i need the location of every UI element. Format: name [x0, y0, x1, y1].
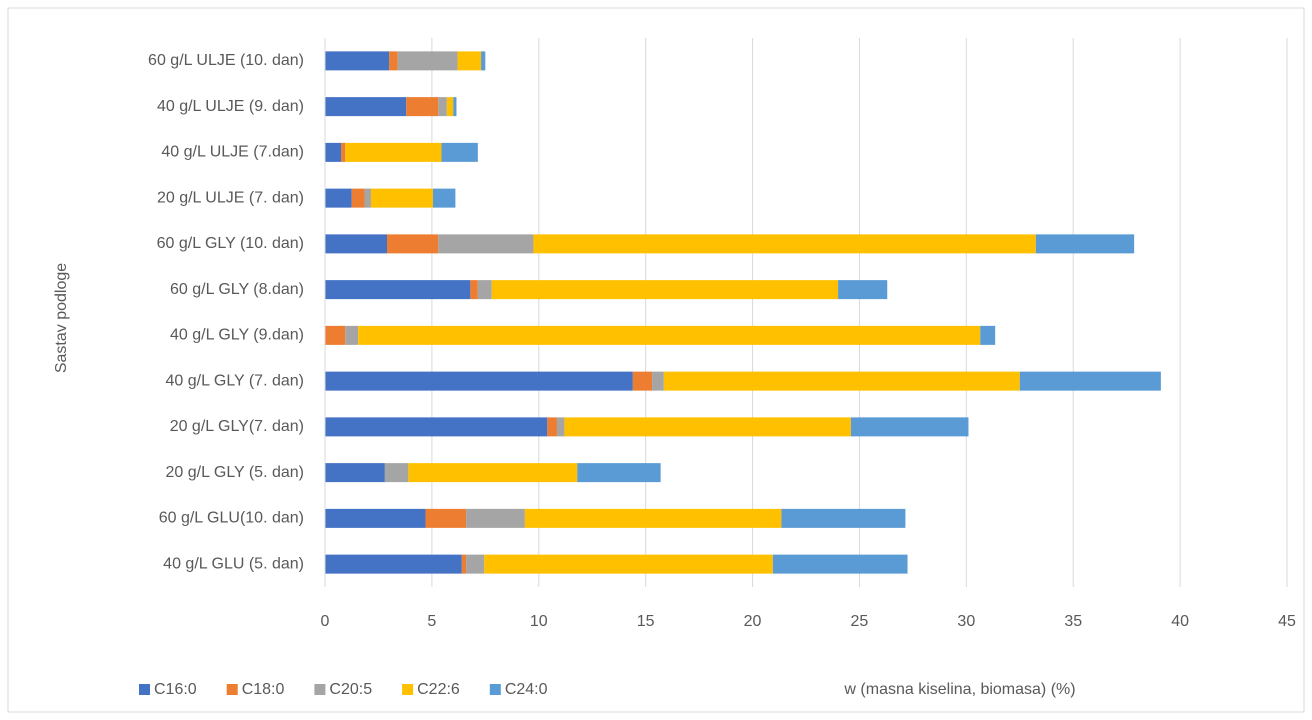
bar-segment: [438, 234, 534, 254]
bar-segment: [358, 325, 981, 345]
bar-segment: [441, 142, 478, 162]
bar-segment: [364, 188, 371, 208]
bar-segment: [325, 234, 387, 254]
bar-segment: [453, 97, 457, 117]
bar-segment: [325, 280, 471, 300]
y-tick-label: 60 g/L GLY (8.dan): [170, 281, 304, 298]
bar-segment: [470, 280, 478, 300]
bar-segment: [345, 325, 359, 345]
bar-segment: [432, 188, 456, 208]
bar-segment: [325, 142, 342, 162]
x-axis-title: w (masna kiselina, biomasa) (%): [843, 681, 1075, 698]
legend-label: C24:0: [505, 681, 548, 698]
bar-segment: [325, 554, 462, 574]
x-tick-label: 10: [530, 613, 548, 630]
y-tick-label: 40 g/L ULJE (7.dan): [161, 144, 304, 161]
bar-segment: [457, 51, 482, 71]
x-tick-label: 45: [1278, 613, 1296, 630]
bar-segment: [632, 371, 653, 391]
bar-segment: [524, 508, 782, 528]
bar-segment: [351, 188, 365, 208]
bar-segment: [325, 325, 346, 345]
bar-segment: [850, 417, 969, 437]
bar-segment: [389, 51, 398, 71]
legend-swatch: [314, 684, 326, 695]
bar-segment: [325, 188, 352, 208]
x-tick-label: 40: [1171, 613, 1189, 630]
y-tick-label: 20 g/L GLY(7. dan): [170, 418, 304, 435]
y-tick-label: 20 g/L GLY (5. dan): [166, 464, 304, 481]
bar-segment: [564, 417, 851, 437]
x-tick-label: 0: [321, 613, 330, 630]
bar-segment: [466, 508, 525, 528]
bar-segment: [397, 51, 458, 71]
bar-segment: [461, 554, 467, 574]
y-tick-label: 60 g/L GLU(10. dan): [159, 510, 304, 527]
legend-label: C18:0: [242, 681, 285, 698]
y-tick-label: 60 g/L GLY (10. dan): [157, 235, 304, 252]
bar-segment: [652, 371, 664, 391]
bar-segment: [370, 188, 433, 208]
legend-label: C20:5: [329, 681, 372, 698]
x-tick-label: 25: [851, 613, 869, 630]
x-tick-label: 30: [957, 613, 975, 630]
x-tick-label: 20: [744, 613, 762, 630]
bar-segment: [1035, 234, 1135, 254]
bar-segment: [772, 554, 908, 574]
bar-segment: [425, 508, 467, 528]
bar-segment: [1019, 371, 1161, 391]
bar-segment: [325, 371, 633, 391]
y-tick-label: 40 g/L ULJE (9. dan): [157, 98, 304, 115]
bar-segment: [477, 280, 492, 300]
bar-segment: [345, 142, 442, 162]
y-tick-label: 60 g/L ULJE (10. dan): [148, 52, 304, 69]
bar-segment: [547, 417, 557, 437]
y-tick-label: 40 g/L GLY (9.dan): [170, 327, 304, 344]
bar-segment: [325, 508, 426, 528]
bar-segment: [484, 554, 773, 574]
y-tick-label: 20 g/L ULJE (7. dan): [157, 189, 304, 206]
chart-border: [7, 7, 1305, 713]
y-tick-label: 40 g/L GLU (5. dan): [163, 555, 304, 572]
bar-segment: [438, 97, 447, 117]
bar-segment: [481, 51, 486, 71]
legend-label: C22:6: [417, 681, 460, 698]
bar-segment: [325, 417, 548, 437]
bar-segment: [533, 234, 1036, 254]
legend-swatch: [226, 684, 238, 695]
bar-segment: [406, 97, 439, 117]
bar-segment: [466, 554, 485, 574]
legend-swatch: [402, 684, 414, 695]
y-axis-title: Sastav podloge: [53, 263, 70, 373]
bar-segment: [781, 508, 906, 528]
bar-segment: [408, 463, 578, 483]
bar-segment: [663, 371, 1020, 391]
x-tick-label: 5: [427, 613, 436, 630]
bar-segment: [341, 142, 346, 162]
y-tick-label: 40 g/L GLY (7. dan): [166, 372, 304, 389]
bar-segment: [446, 97, 454, 117]
x-tick-label: 15: [637, 613, 655, 630]
bar-segment: [325, 97, 407, 117]
bar-segment: [491, 280, 839, 300]
bar-segment: [384, 463, 409, 483]
bar-segment: [325, 51, 390, 71]
bar-segment: [556, 417, 565, 437]
bar-segment: [577, 463, 661, 483]
bar-segment: [980, 325, 996, 345]
legend-swatch: [139, 684, 150, 695]
x-tick-label: 35: [1064, 613, 1082, 630]
bar-segment: [386, 234, 439, 254]
bar-segment: [838, 280, 888, 300]
legend-swatch: [489, 684, 501, 695]
legend-label: C16:0: [154, 681, 197, 698]
bar-segment: [325, 463, 385, 483]
